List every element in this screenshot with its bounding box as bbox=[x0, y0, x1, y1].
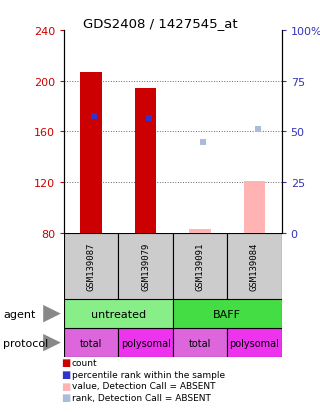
Text: total: total bbox=[189, 338, 211, 348]
Text: ■: ■ bbox=[61, 358, 70, 368]
Text: value, Detection Call = ABSENT: value, Detection Call = ABSENT bbox=[72, 381, 215, 390]
Text: ■: ■ bbox=[61, 381, 70, 391]
Text: ■: ■ bbox=[61, 392, 70, 402]
Text: polysomal: polysomal bbox=[229, 338, 279, 348]
Bar bbox=[64, 328, 118, 357]
Bar bbox=[173, 328, 227, 357]
Text: rank, Detection Call = ABSENT: rank, Detection Call = ABSENT bbox=[72, 393, 211, 402]
Bar bbox=[189, 230, 211, 233]
Text: GSM139084: GSM139084 bbox=[250, 242, 259, 290]
Polygon shape bbox=[43, 334, 61, 351]
Text: GSM139087: GSM139087 bbox=[87, 242, 96, 290]
Text: polysomal: polysomal bbox=[121, 338, 171, 348]
Bar bbox=[227, 328, 282, 357]
Text: GDS2408 / 1427545_at: GDS2408 / 1427545_at bbox=[83, 17, 237, 29]
Text: percentile rank within the sample: percentile rank within the sample bbox=[72, 370, 225, 379]
Bar bbox=[135, 89, 156, 233]
Text: total: total bbox=[80, 338, 102, 348]
Bar bbox=[64, 233, 118, 299]
Bar bbox=[244, 181, 265, 233]
Bar bbox=[173, 233, 227, 299]
Text: agent: agent bbox=[3, 309, 36, 319]
Text: GSM139079: GSM139079 bbox=[141, 242, 150, 290]
Text: untreated: untreated bbox=[91, 309, 146, 319]
Bar bbox=[118, 233, 173, 299]
Text: count: count bbox=[72, 358, 98, 367]
Bar bbox=[118, 328, 173, 357]
Text: protocol: protocol bbox=[3, 338, 48, 348]
Polygon shape bbox=[43, 305, 61, 323]
Bar bbox=[64, 299, 173, 328]
Bar bbox=[173, 299, 282, 328]
Bar bbox=[80, 73, 102, 233]
Text: GSM139091: GSM139091 bbox=[196, 242, 204, 290]
Text: BAFF: BAFF bbox=[213, 309, 241, 319]
Bar bbox=[227, 233, 282, 299]
Text: ■: ■ bbox=[61, 369, 70, 379]
